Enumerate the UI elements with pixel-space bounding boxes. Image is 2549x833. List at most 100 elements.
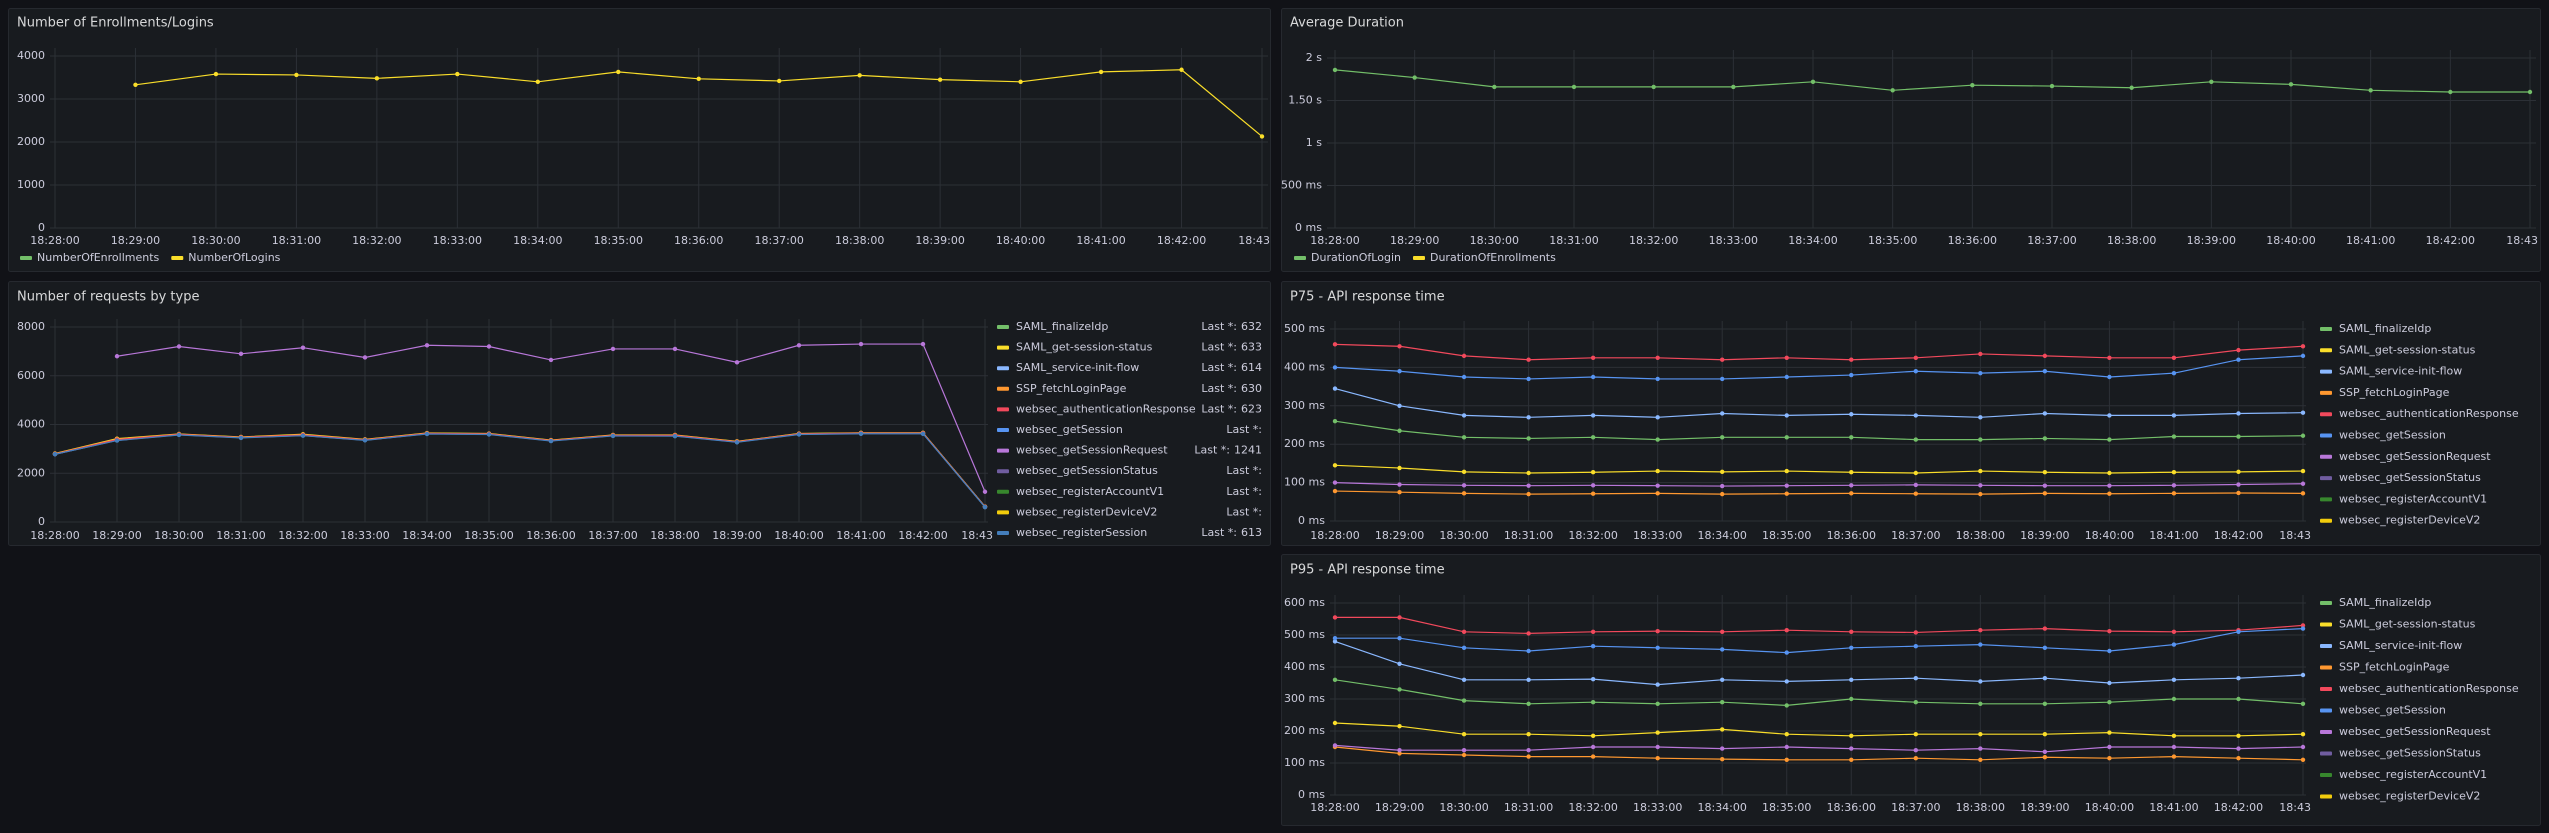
legend-swatch [997, 366, 1009, 371]
data-point [1720, 491, 1725, 497]
legend-label: SAML_get-session-status [2339, 343, 2476, 356]
data-point [1526, 631, 1531, 636]
data-point [2300, 491, 2306, 496]
data-point [2107, 374, 2112, 380]
data-point [2107, 730, 2112, 735]
legend-calc-label: Last *: [1201, 402, 1237, 415]
x-tick-label: 18:28:00 [1310, 234, 1359, 247]
data-point [1461, 413, 1467, 418]
data-point [2236, 490, 2241, 496]
data-point [858, 341, 864, 347]
data-point [734, 440, 740, 445]
legend-calc-label: Last *: [1201, 382, 1237, 395]
legend-swatch [1412, 256, 1425, 260]
x-tick-label: 18:29:00 [92, 529, 141, 542]
data-point [52, 452, 58, 457]
data-point [548, 438, 554, 444]
legend-swatch [997, 531, 1009, 535]
data-point [1849, 629, 1854, 634]
x-tick-label: 18:29:00 [1375, 801, 1424, 814]
legend-value: 613 [1241, 526, 1262, 539]
legend-swatch [2320, 390, 2332, 395]
data-point [2171, 642, 2177, 647]
series-line [1334, 744, 2304, 753]
data-point [696, 76, 701, 81]
data-point [2107, 744, 2112, 750]
legend-swatch [171, 256, 184, 260]
x-tick-label: 18:28:00 [30, 234, 79, 247]
data-point [2042, 436, 2048, 441]
y-tick-label: 2000 [17, 466, 45, 479]
data-point [2236, 756, 2241, 761]
legend-swatch [2320, 601, 2332, 605]
legend-value: 632 [1241, 320, 1262, 333]
data-point [796, 432, 802, 437]
x-tick-label: 18:42:00 [898, 529, 947, 542]
data-point [1655, 376, 1660, 382]
data-point [2042, 470, 2048, 475]
data-point [1461, 491, 1467, 496]
x-tick-label: 18:36:00 [526, 529, 575, 542]
data-point [1332, 463, 1338, 468]
x-tick-label: 18:28:00 [1310, 801, 1359, 814]
x-tick-label: 18:35:00 [594, 234, 643, 247]
data-point [2171, 483, 2177, 488]
data-point [1655, 415, 1660, 420]
x-tick-label: 18:32:00 [1568, 529, 1617, 542]
data-point [1526, 483, 1531, 488]
legend-label: websec_registerDeviceV2 [2339, 790, 2480, 803]
x-tick-label: 18:30:00 [154, 529, 203, 542]
x-tick-label: 18:42:00 [1157, 234, 1206, 247]
x-tick-label: 18:35:00 [1868, 234, 1917, 247]
legend-swatch [2320, 518, 2332, 523]
panel [1281, 281, 2541, 546]
data-point [1655, 645, 1660, 650]
data-point [1978, 415, 1983, 420]
data-point [610, 433, 616, 439]
x-tick-label: 18:41:00 [2149, 529, 2198, 542]
legend-swatch [997, 407, 1009, 412]
legend-swatch [2320, 476, 2332, 481]
data-point [2042, 411, 2048, 416]
data-point [1784, 679, 1789, 684]
y-tick-label: 500 ms [1281, 179, 1322, 192]
legend-label: websec_getSession [2339, 704, 2446, 717]
data-point [982, 504, 988, 510]
data-point [1849, 470, 1854, 475]
panel-title: Number of Enrollments/Logins [17, 16, 214, 31]
data-point [2171, 434, 2177, 439]
legend-label: websec_getSessionStatus [1016, 464, 1158, 477]
series-line [1334, 69, 2530, 93]
x-tick-label: 18:39:00 [712, 529, 761, 542]
x-tick-label: 18:39:00 [2020, 529, 2069, 542]
data-point [1461, 629, 1467, 634]
x-tick-label: 18:33:00 [433, 234, 482, 247]
y-tick-label: 200 ms [1284, 437, 1325, 450]
legend-label: websec_authenticationResponse [2339, 682, 2519, 695]
data-point [2300, 732, 2306, 737]
data-point [1784, 744, 1789, 750]
x-tick-label: 18:33:00 [1633, 529, 1682, 542]
x-tick-label: 18:30:00 [1439, 801, 1488, 814]
series-line [1334, 746, 2304, 761]
data-point [2107, 628, 2112, 634]
legend-value: 623 [1241, 402, 1262, 415]
data-point [1913, 491, 1919, 496]
data-point [1655, 730, 1660, 735]
data-point [2171, 733, 2177, 738]
data-point [2042, 491, 2048, 496]
data-point [2049, 83, 2055, 89]
data-point [672, 434, 678, 439]
x-tick-label: 18:33:00 [1633, 801, 1682, 814]
data-point [2042, 749, 2048, 754]
data-point [238, 351, 244, 357]
data-point [857, 73, 862, 78]
data-point [1461, 435, 1467, 440]
data-point [2236, 411, 2241, 416]
data-point [1655, 355, 1660, 360]
data-point [1461, 483, 1467, 488]
x-tick-label: 18:41:00 [2346, 234, 2395, 247]
y-tick-label: 400 ms [1284, 660, 1325, 673]
x-tick-label: 18:29:00 [1375, 529, 1424, 542]
data-point [610, 346, 616, 352]
